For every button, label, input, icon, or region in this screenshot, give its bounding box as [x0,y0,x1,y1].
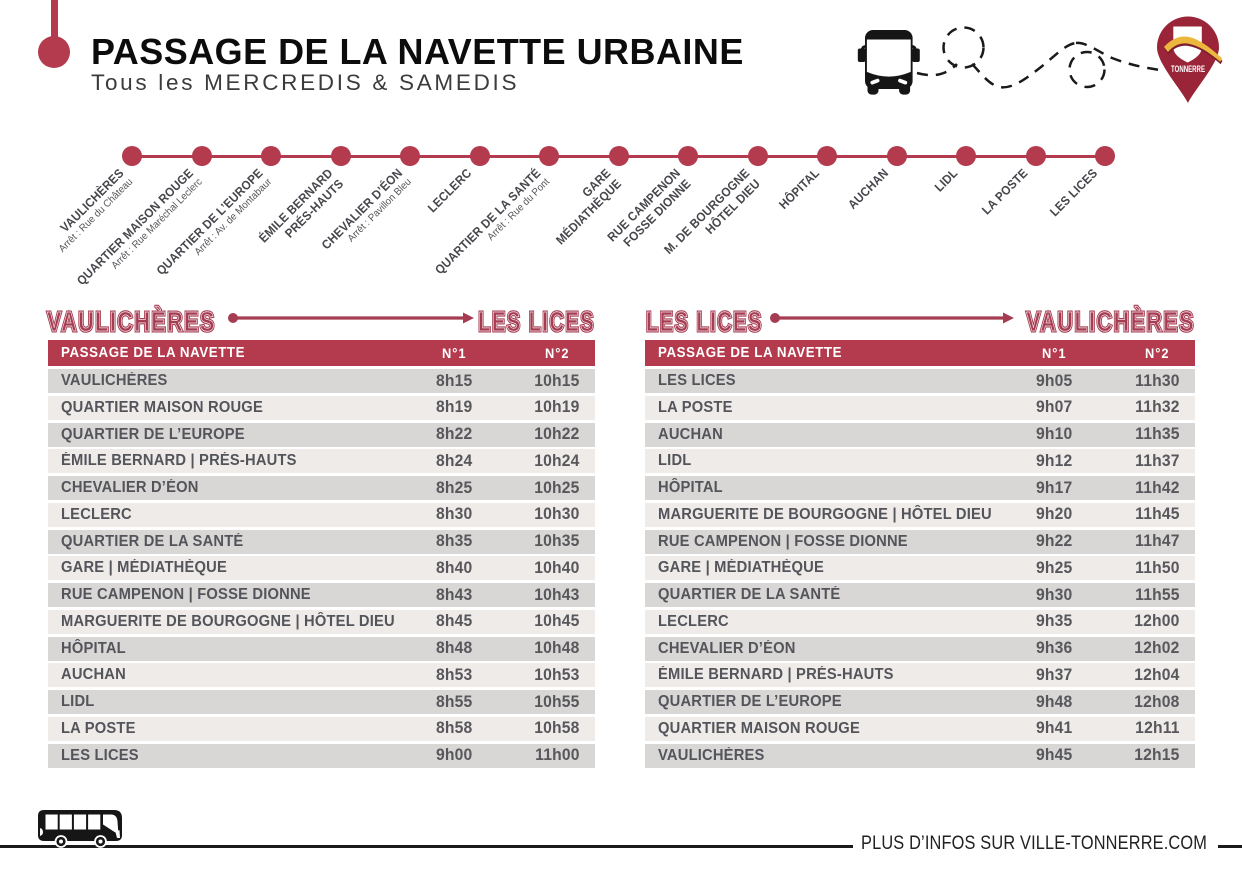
svg-text:TONNERRE: TONNERRE [1171,64,1205,74]
